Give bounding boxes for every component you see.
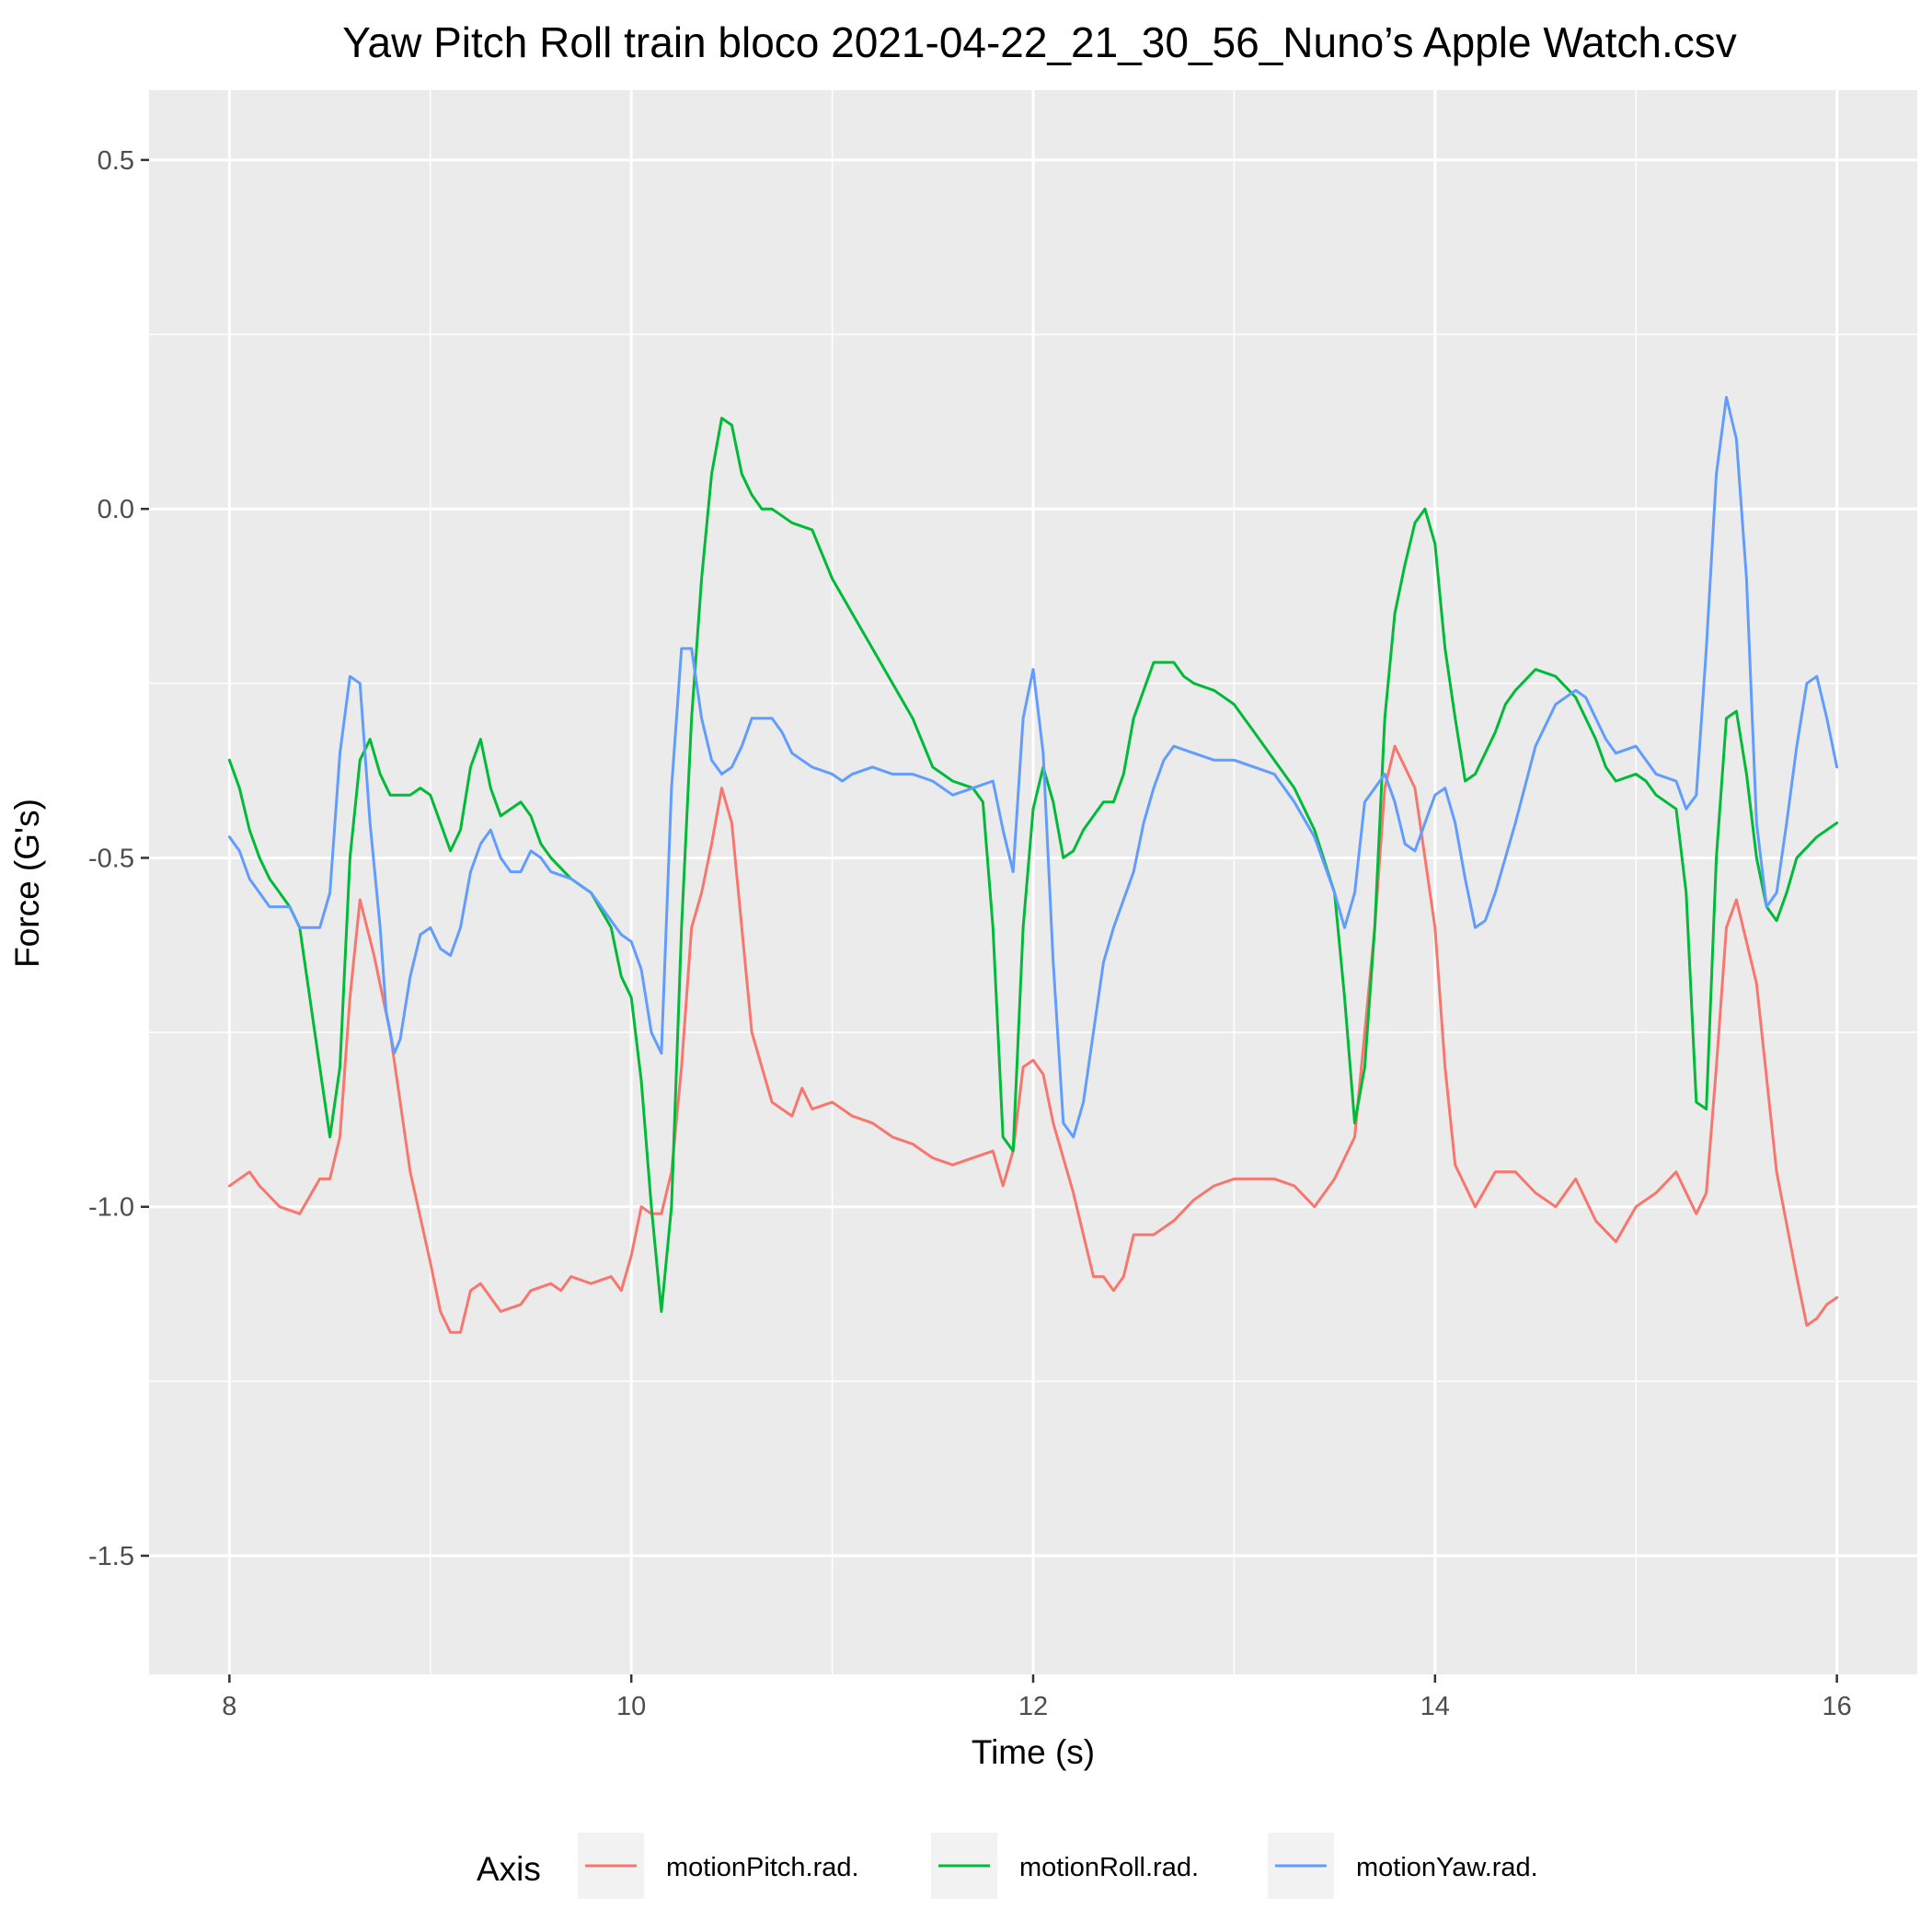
legend-items: motionPitch.rad. motionRoll.rad. motionYaw…	[578, 1833, 1538, 1899]
series-lines	[227, 396, 1839, 1334]
legend-title: Axis	[477, 1850, 541, 1888]
y-tick-label: 0.0	[98, 495, 134, 524]
legend-label-3: motionYaw.rad.	[1356, 1853, 1538, 1882]
x-tick-label: 12	[1018, 1692, 1048, 1721]
major-gridlines	[149, 90, 1917, 1674]
chart-title: Yaw Pitch Roll train bloco 2021-04-22_21…	[342, 18, 1737, 66]
legend-label-1: motionPitch.rad.	[666, 1853, 859, 1882]
x-tick-label: 16	[1823, 1692, 1852, 1721]
x-tick-label: 8	[222, 1692, 236, 1721]
legend-label-2: motionRoll.rad.	[1019, 1853, 1199, 1882]
series-line-1	[227, 744, 1839, 1334]
y-axis-title: Force (G's)	[8, 799, 46, 968]
y-tick-label: -0.5	[88, 844, 134, 873]
series-line-3	[227, 396, 1839, 1139]
y-axis: 0.5 0.0 -0.5 -1.0 -1.5	[88, 146, 149, 1571]
legend: Axis motionPitch.rad. motionRoll.rad. moti…	[477, 1833, 1538, 1899]
y-tick-label: -1.0	[88, 1193, 134, 1223]
x-tick-label: 10	[616, 1692, 646, 1721]
x-axis-title: Time (s)	[972, 1733, 1095, 1771]
y-tick-label: 0.5	[98, 146, 134, 176]
x-tick-label: 14	[1420, 1692, 1450, 1721]
x-axis: 8 10 12 14 16	[222, 1674, 1852, 1721]
y-tick-label: -1.5	[88, 1542, 134, 1571]
series-line-2	[227, 417, 1839, 1313]
